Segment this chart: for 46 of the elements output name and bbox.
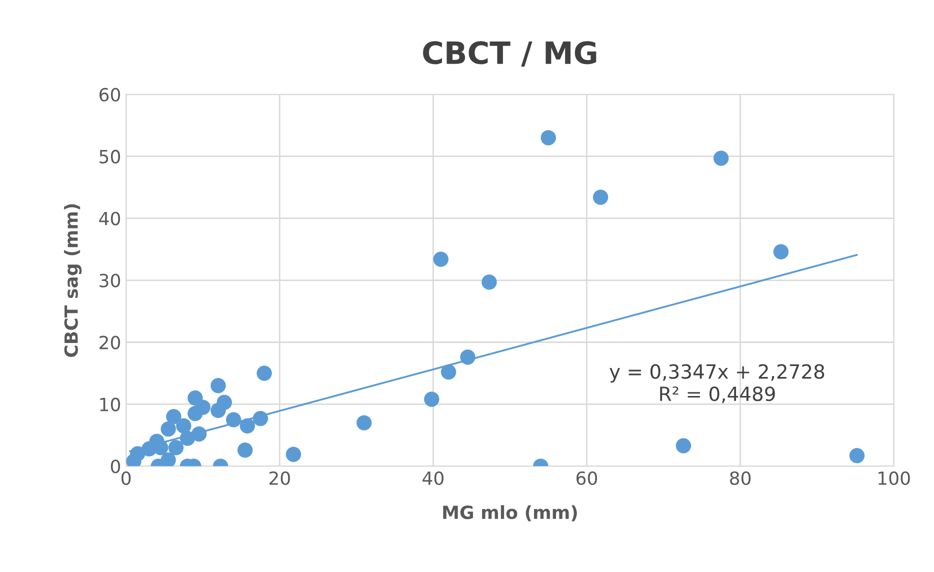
point: [773, 244, 789, 260]
y-axis-title: CBCT sag (mm): [64, 204, 82, 357]
point: [195, 400, 210, 415]
chart-title: CBCT / MG: [423, 41, 596, 67]
point: [130, 446, 146, 462]
point: [160, 452, 176, 466]
x-axis-title: MG mlo (mm): [443, 505, 577, 522]
y-tick-label: 40: [99, 212, 120, 226]
point: [237, 442, 253, 458]
point: [286, 446, 302, 462]
point: [252, 410, 268, 426]
point: [440, 364, 456, 380]
y-tick-label: 10: [100, 398, 120, 412]
point: [210, 378, 226, 394]
point: [424, 392, 440, 407]
x-tick-label: 100: [878, 471, 910, 486]
point: [540, 130, 556, 146]
point: [168, 440, 184, 456]
y-tick-label: 0: [110, 460, 120, 474]
point: [676, 438, 692, 454]
y-tick-label: 60: [100, 88, 120, 102]
y-tick-label: 30: [100, 274, 120, 288]
point: [356, 415, 372, 430]
annotation: y = 0,3347x + 2,2728: [610, 364, 824, 383]
point: [191, 426, 207, 442]
x-tick-label: 0: [122, 471, 131, 486]
x-tick-label: 40: [422, 471, 444, 486]
y-tick-label: 50: [100, 150, 120, 164]
x-tick-label: 60: [576, 471, 598, 486]
point: [433, 252, 448, 267]
point: [226, 412, 242, 428]
y-tick-label: 20: [100, 336, 120, 350]
point: [849, 448, 865, 464]
point: [592, 190, 608, 205]
point: [256, 366, 272, 381]
annotation: R² = 0,4489: [660, 386, 775, 404]
point: [176, 418, 192, 434]
x-tick-label: 20: [269, 471, 290, 486]
point: [713, 150, 729, 166]
point: [482, 274, 497, 290]
x-tick-label: 80: [730, 471, 751, 486]
point: [166, 409, 182, 424]
point: [216, 394, 232, 410]
point: [160, 421, 176, 437]
point: [240, 418, 255, 434]
point: [460, 350, 476, 365]
